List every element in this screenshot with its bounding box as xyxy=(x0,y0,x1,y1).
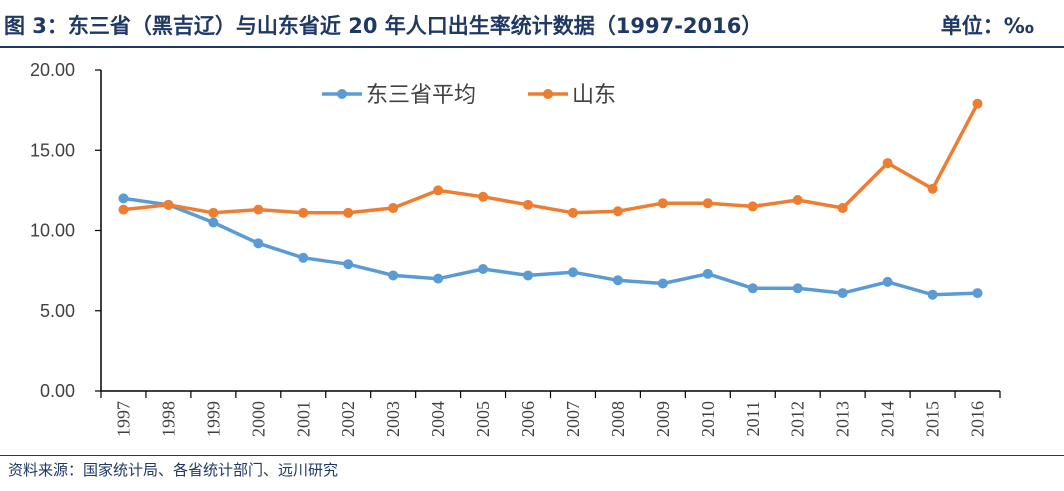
data-point-shandong xyxy=(702,198,713,209)
x-tick-label: 2010 xyxy=(698,401,718,437)
x-tick-label: 1998 xyxy=(158,401,178,437)
data-point-shandong xyxy=(882,158,893,169)
data-point-dongsansheng xyxy=(253,238,264,249)
data-point-shandong xyxy=(523,199,534,210)
data-point-dongsansheng xyxy=(612,275,623,286)
source-note: 资料来源：国家统计局、各省统计部门、远川研究 xyxy=(8,461,339,479)
x-tick-label: 2011 xyxy=(743,401,763,436)
data-point-shandong xyxy=(612,206,623,217)
footer-divider xyxy=(0,455,1064,456)
data-point-dongsansheng xyxy=(523,270,534,281)
x-tick-label: 1999 xyxy=(203,401,223,437)
data-point-dongsansheng xyxy=(747,283,758,294)
data-point-dongsansheng xyxy=(343,259,354,270)
line-chart: 0.00 5.00 10.00 15.00 20.00 1997 1998 1999 2000 2… xyxy=(30,60,1001,437)
data-point-dongsansheng xyxy=(567,267,578,278)
x-tick-label: 2002 xyxy=(338,401,358,437)
unit-label: 单位：‰ xyxy=(940,14,1034,38)
data-point-shandong xyxy=(253,204,264,215)
data-point-dongsansheng xyxy=(118,193,129,204)
data-point-shandong xyxy=(388,203,399,214)
x-tick-label: 2001 xyxy=(293,401,313,437)
y-tick-label: 0.00 xyxy=(40,381,75,401)
legend-marker-shandong xyxy=(543,89,553,99)
x-tick-label: 2007 xyxy=(563,401,583,437)
x-tick-label: 2006 xyxy=(518,401,538,437)
chart-title: 图 3：东三省（黑吉辽）与山东省近 20 年人口出生率统计数据（1997-201… xyxy=(4,14,763,38)
data-point-dongsansheng xyxy=(433,273,444,284)
data-point-dongsansheng xyxy=(478,264,489,275)
data-point-shandong xyxy=(478,191,489,202)
x-tick-label: 2014 xyxy=(878,401,898,437)
x-tick-label: 2009 xyxy=(653,401,673,437)
y-tick-label: 10.00 xyxy=(30,221,75,241)
data-point-shandong xyxy=(567,207,578,218)
x-tick-label: 2012 xyxy=(788,401,808,437)
data-point-dongsansheng xyxy=(388,270,399,281)
series-line-shandong xyxy=(123,102,980,215)
x-tick-label: 2016 xyxy=(968,401,988,437)
data-point-shandong xyxy=(163,199,174,210)
x-tick-label: 2000 xyxy=(248,401,268,437)
data-point-dongsansheng xyxy=(702,268,713,279)
data-point-shandong xyxy=(118,204,129,215)
data-point-shandong xyxy=(433,185,444,196)
legend-label-shandong: 山东 xyxy=(572,83,616,108)
data-point-dongsansheng xyxy=(972,288,983,299)
header-divider xyxy=(0,46,1064,48)
x-tick-label: 2015 xyxy=(923,401,943,437)
data-point-dongsansheng xyxy=(927,289,938,300)
x-tick-label: 2013 xyxy=(833,401,853,437)
data-point-shandong xyxy=(298,207,309,218)
y-tick-label: 20.00 xyxy=(30,60,75,80)
chart-header: 图 3：东三省（黑吉辽）与山东省近 20 年人口出生率统计数据（1997-201… xyxy=(0,0,1064,44)
data-point-shandong xyxy=(208,207,219,218)
data-point-shandong xyxy=(747,201,758,212)
x-tick-label: 2003 xyxy=(383,401,403,437)
data-point-dongsansheng xyxy=(882,276,893,287)
chart-area: 0.00 5.00 10.00 15.00 20.00 1997 1998 1999 2000 2… xyxy=(0,48,1064,453)
data-point-dongsansheng xyxy=(298,252,309,263)
y-tick-label: 15.00 xyxy=(30,140,75,160)
x-tick-label: 2004 xyxy=(428,401,448,437)
data-point-shandong xyxy=(837,203,848,214)
y-tick-label: 5.00 xyxy=(40,301,75,321)
data-point-shandong xyxy=(657,198,668,209)
data-point-shandong xyxy=(972,98,983,109)
legend-marker-dongsansheng xyxy=(337,89,347,99)
legend-label-dongsansheng: 东三省平均 xyxy=(366,83,476,108)
x-tick-label: 2008 xyxy=(608,401,628,437)
data-point-shandong xyxy=(927,183,938,194)
series-line-dongsansheng xyxy=(123,196,978,297)
data-point-shandong xyxy=(792,195,803,206)
x-tick-label: 2005 xyxy=(473,401,493,437)
data-point-shandong xyxy=(343,207,354,218)
data-point-dongsansheng xyxy=(792,283,803,294)
data-point-dongsansheng xyxy=(657,278,668,289)
data-point-dongsansheng xyxy=(208,217,219,228)
data-point-dongsansheng xyxy=(837,288,848,299)
x-tick-label: 1997 xyxy=(113,401,133,437)
